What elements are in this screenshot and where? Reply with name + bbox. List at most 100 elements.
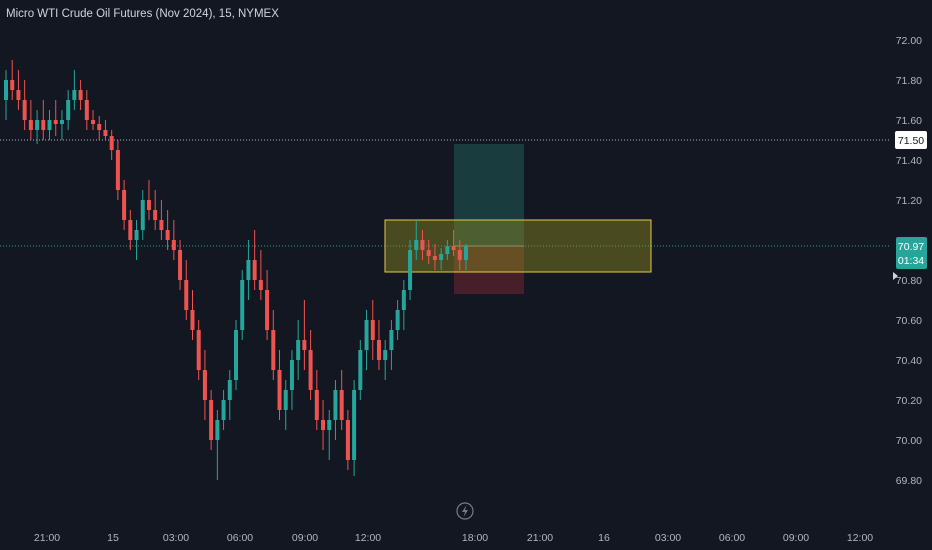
candle-body[interactable]: [103, 130, 108, 136]
x-tick-label: 06:00: [719, 532, 745, 544]
candle-body[interactable]: [10, 80, 15, 90]
candle-body[interactable]: [66, 100, 71, 120]
candle-body[interactable]: [451, 246, 456, 250]
candle-body[interactable]: [333, 390, 338, 420]
x-tick-label: 21:00: [527, 532, 553, 544]
candle-body[interactable]: [22, 100, 27, 120]
candle-body[interactable]: [122, 190, 127, 220]
candle-body[interactable]: [408, 250, 413, 290]
candle-body[interactable]: [91, 120, 96, 124]
candle-body[interactable]: [302, 340, 307, 350]
candle-body[interactable]: [414, 240, 419, 250]
candle-body[interactable]: [196, 330, 201, 370]
candle-body[interactable]: [457, 250, 462, 260]
candle-body[interactable]: [41, 120, 46, 130]
candle-body[interactable]: [72, 90, 77, 100]
candle-body[interactable]: [358, 350, 363, 390]
candle-body[interactable]: [383, 350, 388, 360]
candle-body[interactable]: [178, 250, 183, 280]
crosshair-price-label: 71.50: [898, 135, 924, 147]
candle-body[interactable]: [258, 280, 263, 290]
target-zone[interactable]: [454, 144, 524, 246]
candle-body[interactable]: [445, 246, 450, 254]
candle-body[interactable]: [221, 400, 226, 420]
candle-body[interactable]: [420, 240, 425, 250]
candle-body[interactable]: [190, 310, 195, 330]
candle-body[interactable]: [314, 390, 319, 420]
candle-body[interactable]: [171, 240, 176, 250]
price-marker-icon: [893, 272, 898, 280]
candle-body[interactable]: [140, 200, 145, 230]
candle-body[interactable]: [16, 90, 21, 100]
candle-body[interactable]: [352, 390, 357, 460]
y-tick-label: 71.80: [896, 75, 922, 87]
candle-body[interactable]: [159, 220, 164, 230]
supply-zone[interactable]: [384, 219, 652, 273]
candle-body[interactable]: [78, 90, 83, 100]
candle-body[interactable]: [153, 210, 158, 220]
candle-body[interactable]: [115, 150, 120, 190]
candle-body[interactable]: [345, 420, 350, 460]
candle-body[interactable]: [4, 80, 8, 100]
candle-body[interactable]: [97, 124, 102, 130]
x-tick-label: 09:00: [783, 532, 809, 544]
candle-body[interactable]: [234, 330, 238, 380]
candle-body[interactable]: [28, 120, 33, 130]
candle-body[interactable]: [308, 350, 313, 390]
y-tick-label: 70.00: [896, 435, 922, 447]
candle-body[interactable]: [165, 230, 170, 240]
candle-body[interactable]: [84, 100, 89, 120]
candle-body[interactable]: [252, 260, 257, 280]
y-tick-label: 70.20: [896, 395, 922, 407]
candle-body[interactable]: [277, 370, 282, 410]
candle-body[interactable]: [146, 200, 151, 210]
x-tick-label: 18:00: [462, 532, 488, 544]
candle-body[interactable]: [439, 254, 444, 260]
candle-body[interactable]: [432, 256, 437, 260]
x-tick-label: 03:00: [163, 532, 189, 544]
candle-body[interactable]: [426, 250, 431, 256]
current-price-badge: [896, 237, 927, 269]
candle-body[interactable]: [53, 120, 58, 124]
x-tick-label: 12:00: [355, 532, 381, 544]
candle-body[interactable]: [265, 290, 270, 330]
x-tick-label: 21:00: [34, 532, 60, 544]
candle-body[interactable]: [128, 220, 133, 240]
candle-body[interactable]: [296, 340, 301, 360]
candle-body[interactable]: [283, 390, 288, 410]
candle-body[interactable]: [240, 280, 245, 330]
candle-body[interactable]: [246, 260, 251, 280]
candle-body[interactable]: [327, 420, 332, 430]
y-tick-label: 72.00: [896, 35, 922, 47]
x-tick-label: 15: [107, 532, 119, 544]
candle-body[interactable]: [321, 420, 326, 430]
x-tick-label: 12:00: [847, 532, 873, 544]
candle-body[interactable]: [401, 290, 406, 310]
candle-body[interactable]: [289, 360, 294, 390]
candle-body[interactable]: [227, 380, 232, 400]
lightning-icon[interactable]: [456, 502, 474, 520]
candle-body[interactable]: [271, 330, 276, 370]
candle-body[interactable]: [215, 420, 220, 440]
candle-body[interactable]: [364, 320, 369, 350]
candle-body[interactable]: [109, 136, 114, 150]
candle-body[interactable]: [339, 390, 344, 420]
candle-body[interactable]: [184, 280, 189, 310]
candle-body[interactable]: [395, 310, 400, 330]
candle-body[interactable]: [376, 340, 381, 360]
candle-body[interactable]: [35, 120, 40, 130]
candle-body[interactable]: [464, 246, 468, 260]
candle-body[interactable]: [47, 120, 52, 130]
candle-body[interactable]: [389, 330, 394, 350]
candle-body[interactable]: [370, 320, 375, 340]
y-tick-label: 71.20: [896, 195, 922, 207]
x-tick-label: 09:00: [292, 532, 318, 544]
chart-title: Micro WTI Crude Oil Futures (Nov 2024), …: [6, 8, 279, 20]
candle-body[interactable]: [209, 400, 214, 440]
candle-body[interactable]: [59, 120, 64, 124]
candle-body[interactable]: [202, 370, 207, 400]
y-tick-label: 71.60: [896, 115, 922, 127]
countdown-label: 01:34: [898, 255, 924, 267]
candle-body[interactable]: [134, 230, 139, 240]
